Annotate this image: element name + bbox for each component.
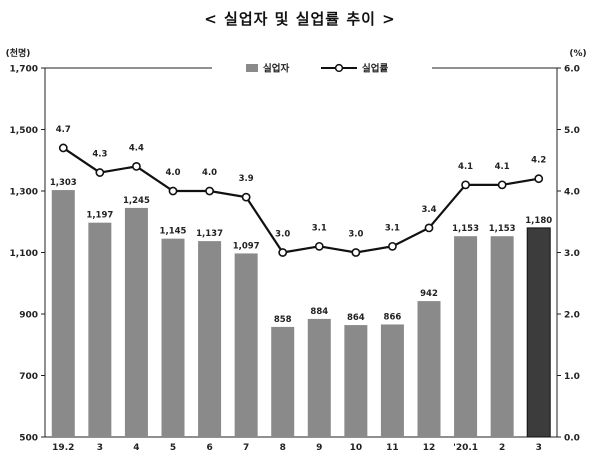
unemployment-rate-line xyxy=(62,147,539,254)
rate-value-label: 4.4 xyxy=(129,143,144,153)
x-tick-label: 4 xyxy=(133,443,139,453)
rate-value-label: 3.1 xyxy=(385,223,400,233)
rate-value-label: 4.0 xyxy=(202,168,217,178)
left-tick-label: 900 xyxy=(19,311,38,321)
x-tick-label: 7 xyxy=(243,443,249,453)
bar-value-label: 1,245 xyxy=(123,196,150,206)
bar-8 xyxy=(271,326,295,437)
rate-point-9 xyxy=(314,241,324,251)
rate-value-label: 3.0 xyxy=(275,230,290,240)
bar-2 xyxy=(490,236,514,437)
x-tick-label: 10 xyxy=(350,443,363,453)
legend-line-marker xyxy=(334,63,344,73)
chart-title: < 실업자 및 실업률 추이 > xyxy=(204,10,396,28)
rate-point-11 xyxy=(388,241,397,251)
rate-value-label: 3.0 xyxy=(348,230,363,240)
rate-point-10 xyxy=(351,248,361,257)
bar-5 xyxy=(161,238,185,437)
bar-value-label: 858 xyxy=(274,315,292,325)
bar-value-label: 1,137 xyxy=(196,229,223,239)
bar-3 xyxy=(88,222,112,437)
bar-value-label: 864 xyxy=(347,313,365,323)
legend-line-label: 실업률 xyxy=(362,63,388,75)
x-tick-label: 8 xyxy=(280,443,286,453)
legend-bar-swatch xyxy=(246,64,258,72)
bar-6 xyxy=(198,241,222,437)
rate-point-19.2 xyxy=(58,143,68,153)
left-tick-label: 700 xyxy=(19,372,38,382)
bar-value-label: 1,145 xyxy=(160,227,187,237)
labels-layer: 1,303 1,197 1,245 1,145 1,137 1,097 858 884 864 8… xyxy=(50,125,552,325)
bar-value-label: 884 xyxy=(310,307,328,317)
right-tick-label: 0.0 xyxy=(564,434,580,444)
left-tick-label: 1,500 xyxy=(10,126,38,136)
rate-value-label: 4.2 xyxy=(531,156,546,166)
bars-layer xyxy=(51,190,551,438)
x-tick-label: 19.2 xyxy=(52,443,74,453)
bar-19.2 xyxy=(51,190,75,437)
rate-point-2 xyxy=(497,180,507,190)
legend: 실업자 실업률 xyxy=(212,60,432,76)
rate-point-7 xyxy=(241,192,251,202)
rate-point-4 xyxy=(132,161,141,171)
rate-value-label: 4.1 xyxy=(458,162,473,172)
x-tick-label: 11 xyxy=(386,443,399,453)
rate-point-5 xyxy=(168,186,178,196)
bar-10 xyxy=(344,325,368,437)
left-tick-label: 1,700 xyxy=(10,65,38,75)
right-axis-unit: (%) xyxy=(569,49,586,59)
legend-bar-label: 실업자 xyxy=(263,63,289,75)
rate-point-12 xyxy=(424,223,434,233)
rate-value-label: 3.1 xyxy=(312,223,327,233)
right-tick-label: 4.0 xyxy=(564,188,580,198)
x-tick-label: 3 xyxy=(536,443,542,453)
right-tick-label: 6.0 xyxy=(564,65,580,75)
left-axis-unit: (천명) xyxy=(6,47,31,59)
rate-point-3 xyxy=(95,168,105,177)
bar-value-label: 1,197 xyxy=(86,211,113,221)
bar-4 xyxy=(124,207,148,437)
bar-value-label: 866 xyxy=(384,312,402,322)
bar-'20.1 xyxy=(454,236,478,437)
bar-value-label: 1,180 xyxy=(525,216,552,226)
x-tick-label: 5 xyxy=(170,443,176,453)
right-tick-label: 2.0 xyxy=(564,311,580,321)
left-tick-label: 500 xyxy=(19,434,38,444)
bar-11 xyxy=(380,324,404,437)
bar-value-label: 1,153 xyxy=(489,224,516,234)
left-tick-label: 1,300 xyxy=(10,188,38,198)
right-tick-label: 3.0 xyxy=(564,249,580,259)
plot-frame xyxy=(44,67,558,438)
right-tick-label: 5.0 xyxy=(564,126,580,136)
x-tick-label: '20.1 xyxy=(453,443,478,453)
right-tick-label: 1.0 xyxy=(564,372,580,382)
bar-7 xyxy=(234,253,258,437)
rate-value-label: 4.3 xyxy=(92,150,107,160)
bar-12 xyxy=(417,301,441,437)
axes-layer: 1,700 1,500 1,300 1,100 900 700 500 6.0 5.0 4.0 3.… xyxy=(6,47,587,453)
rate-point-6 xyxy=(205,186,214,196)
x-tick-label: 9 xyxy=(316,443,322,453)
bar-9 xyxy=(307,318,331,437)
rate-value-label: 4.7 xyxy=(56,125,71,135)
rate-value-label: 3.4 xyxy=(421,205,436,215)
rate-point-'20.1 xyxy=(461,180,470,190)
bar-3 xyxy=(526,227,551,438)
rate-value-label: 3.9 xyxy=(239,174,254,184)
rate-point-3 xyxy=(534,174,544,184)
x-tick-label: 3 xyxy=(97,443,103,453)
bar-value-label: 1,303 xyxy=(50,178,77,188)
x-tick-label: 2 xyxy=(499,443,505,453)
x-tick-label: 6 xyxy=(206,443,212,453)
rate-point-8 xyxy=(278,248,288,257)
rate-value-label: 4.0 xyxy=(165,168,180,178)
line-layer xyxy=(58,143,544,257)
x-tick-label: 12 xyxy=(423,443,436,453)
bar-value-label: 942 xyxy=(420,289,438,299)
bar-value-label: 1,097 xyxy=(233,241,260,251)
rate-value-label: 4.1 xyxy=(495,162,510,172)
bar-value-label: 1,153 xyxy=(452,224,479,234)
left-tick-label: 1,100 xyxy=(10,249,38,259)
